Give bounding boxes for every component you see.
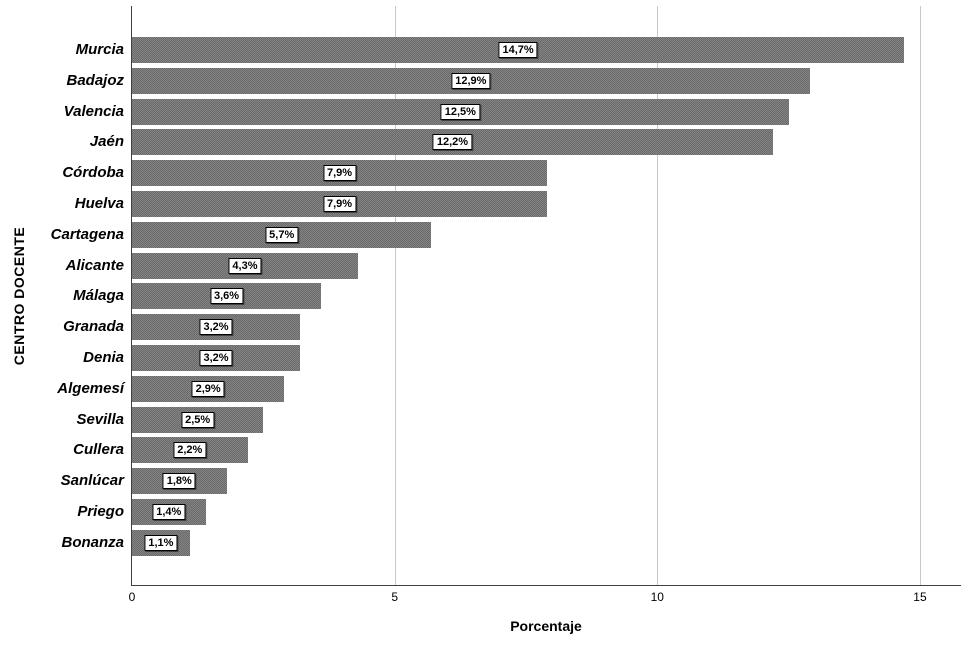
bar: 2,9% xyxy=(132,375,285,402)
bar-row: Valencia 12,5% xyxy=(64,98,789,125)
category-label: Granada xyxy=(63,318,124,336)
bar-row: Huelva 7,9% xyxy=(75,191,547,217)
category-label: Córdoba xyxy=(62,164,124,182)
category-label: Cullera xyxy=(73,441,124,459)
x-tick-label-0: 0 xyxy=(128,590,136,604)
value-label: 3,2% xyxy=(199,319,233,336)
x-axis-title: Porcentaje xyxy=(510,618,582,634)
bar-row: Cullera 2,2% xyxy=(73,437,248,464)
value-label: 1,1% xyxy=(144,534,178,551)
gridline-x-5 xyxy=(394,6,396,585)
category-label: Sevilla xyxy=(76,410,124,428)
bar-row: Sevilla 2,5% xyxy=(76,406,264,433)
category-label: Cartagena xyxy=(50,225,124,243)
category-label: Badajoz xyxy=(66,71,124,89)
bar: 2,2% xyxy=(132,437,248,464)
value-label: 2,2% xyxy=(173,442,207,459)
value-label: 1,4% xyxy=(152,504,186,520)
bar-row: Badajoz 12,9% xyxy=(66,67,810,94)
bar-row: Córdoba 7,9% xyxy=(62,160,547,187)
y-axis-title: CENTRO DOCENTE xyxy=(11,226,27,366)
category-label: Málaga xyxy=(73,287,124,305)
bar: 1,8% xyxy=(132,468,227,495)
category-label: Murcia xyxy=(75,41,124,58)
value-label: 7,9% xyxy=(322,196,357,212)
bar: 5,7% xyxy=(132,221,432,248)
bar: 3,6% xyxy=(132,283,322,310)
bar-row: Cartagena 5,7% xyxy=(51,221,432,248)
bar: 12,2% xyxy=(132,129,773,156)
bar: 4,3% xyxy=(132,252,358,279)
category-label: Denia xyxy=(83,349,124,366)
bar: 12,5% xyxy=(132,98,789,125)
bar: 7,9% xyxy=(132,160,547,187)
bar-row: Algemesí 2,9% xyxy=(57,375,285,402)
bar-row: Bonanza 1,1% xyxy=(61,529,190,556)
category-label: Priego xyxy=(77,503,124,520)
value-label: 5,7% xyxy=(265,226,299,243)
category-label: Bonanza xyxy=(61,533,124,551)
category-label: Alicante xyxy=(65,256,124,274)
x-tick-label-15: 15 xyxy=(913,590,927,604)
plot-area: 0 5 10 15 Murcia 14,7% Badajoz 12,9% Valencia 12,… xyxy=(51,6,961,604)
bar-row: Murcia 14,7% xyxy=(76,37,905,63)
bar: 1,4% xyxy=(132,499,206,525)
value-label: 4,3% xyxy=(228,257,262,274)
category-label: Valencia xyxy=(63,102,124,120)
gridline-x-15 xyxy=(919,6,921,585)
category-label: Jaén xyxy=(89,133,124,151)
category-label: Huelva xyxy=(74,195,124,212)
gridline-x-10 xyxy=(657,6,659,585)
bar: 14,7% xyxy=(132,37,905,63)
value-label: 12,5% xyxy=(440,103,480,120)
bar-row: Jaén 12,2% xyxy=(90,129,773,156)
bar: 3,2% xyxy=(132,345,301,371)
bar: 1,1% xyxy=(132,529,190,556)
bar: 12,9% xyxy=(132,67,810,94)
category-label: Algemesí xyxy=(57,379,124,397)
value-label: 2,5% xyxy=(181,411,215,428)
value-label: 7,9% xyxy=(322,165,357,182)
x-tick-label-5: 5 xyxy=(391,590,398,604)
bar-row: Priego 1,4% xyxy=(77,499,206,525)
bar-row: Alicante 4,3% xyxy=(66,252,358,279)
bar: 3,2% xyxy=(132,314,301,341)
bar-row: Denia 3,2% xyxy=(83,345,301,371)
value-label: 1,8% xyxy=(162,473,196,490)
bar-row: Málaga 3,6% xyxy=(73,283,322,310)
value-label: 3,6% xyxy=(210,288,244,305)
value-label: 2,9% xyxy=(191,380,225,397)
value-label: 14,7% xyxy=(498,42,538,58)
bar-row: Sanlúcar 1,8% xyxy=(61,468,227,495)
value-label: 12,2% xyxy=(432,134,473,151)
bar: 2,5% xyxy=(132,406,264,433)
value-label: 3,2% xyxy=(199,350,233,366)
bar-row: Granada 3,2% xyxy=(63,314,301,341)
x-tick-label-10: 10 xyxy=(650,590,664,604)
value-label: 12,9% xyxy=(451,72,491,89)
bar: 7,9% xyxy=(132,191,547,217)
category-label: Sanlúcar xyxy=(60,472,124,490)
